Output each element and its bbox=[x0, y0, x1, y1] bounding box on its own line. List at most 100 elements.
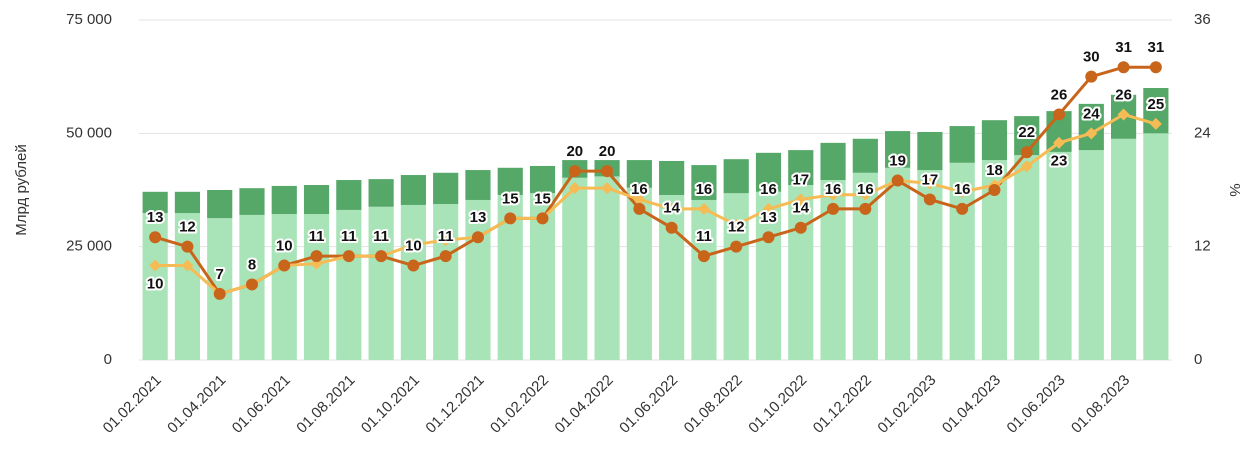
x-tick-label: 01.04.2023 bbox=[939, 372, 1004, 437]
marker bbox=[407, 259, 420, 272]
marker bbox=[181, 259, 194, 272]
y-tick-label: 0 bbox=[104, 351, 112, 368]
marker bbox=[633, 202, 646, 215]
bar-segment bbox=[885, 131, 911, 168]
bar-segment bbox=[659, 194, 685, 360]
marker bbox=[859, 202, 872, 215]
data-label: 15 bbox=[534, 190, 551, 207]
marker bbox=[536, 212, 549, 225]
x-tick-label: 01.06.2022 bbox=[616, 372, 681, 437]
bar-segment bbox=[174, 191, 201, 214]
data-label: 26 bbox=[1051, 86, 1068, 103]
bar-segment bbox=[1046, 151, 1072, 360]
marker bbox=[891, 174, 904, 187]
marker bbox=[794, 221, 807, 234]
data-label: 17 bbox=[792, 171, 809, 188]
marker bbox=[1117, 61, 1130, 74]
data-label: 19 bbox=[889, 153, 906, 170]
x-tick-label: 01.02.2022 bbox=[487, 372, 552, 437]
bar-segment bbox=[659, 160, 685, 195]
bar-segment bbox=[691, 165, 717, 200]
marker bbox=[1085, 127, 1098, 140]
bar-segment bbox=[626, 160, 652, 188]
marker bbox=[310, 250, 323, 263]
marker bbox=[827, 202, 840, 215]
data-label: 23 bbox=[1051, 153, 1068, 170]
data-label: 18 bbox=[986, 162, 1003, 179]
marker bbox=[439, 234, 452, 247]
marker bbox=[956, 202, 969, 215]
marker bbox=[245, 278, 258, 291]
bar-segment bbox=[949, 126, 975, 163]
data-label: 24 bbox=[1083, 105, 1100, 122]
marker bbox=[956, 185, 969, 198]
marker bbox=[794, 193, 807, 206]
bar-segment bbox=[594, 176, 620, 360]
bar-segment bbox=[562, 177, 588, 360]
data-label: 7 bbox=[216, 266, 224, 283]
bar-segment bbox=[142, 191, 168, 214]
data-label: 16 bbox=[857, 181, 874, 198]
data-label: 30 bbox=[1083, 49, 1100, 66]
bar-segment bbox=[755, 152, 782, 192]
bar-segment bbox=[400, 175, 426, 205]
marker bbox=[1085, 70, 1098, 83]
marker bbox=[149, 259, 162, 272]
marker bbox=[762, 231, 775, 244]
data-label: 20 bbox=[599, 143, 616, 160]
marker bbox=[1149, 117, 1162, 130]
x-tick-label: 01.10.2022 bbox=[745, 372, 810, 437]
x-tick-label: 01.06.2023 bbox=[1004, 372, 1069, 437]
bar-segment bbox=[1143, 133, 1169, 360]
data-label: 11 bbox=[373, 228, 389, 245]
marker bbox=[181, 240, 194, 253]
data-label: 13 bbox=[147, 209, 164, 226]
marker bbox=[633, 193, 646, 206]
y-tick-label: 75 000 bbox=[66, 11, 112, 28]
x-tick-label: 01.08.2022 bbox=[681, 372, 746, 437]
data-label: 16 bbox=[954, 181, 971, 198]
bar-segment bbox=[1078, 150, 1104, 360]
bar-segment bbox=[626, 187, 652, 360]
bar-segment bbox=[336, 180, 362, 210]
y-tick-label: 50 000 bbox=[66, 124, 112, 141]
data-label: 11 bbox=[341, 228, 357, 245]
data-label: 13 bbox=[470, 209, 487, 226]
data-label: 31 bbox=[1148, 39, 1165, 56]
bar-segment bbox=[465, 170, 491, 200]
bar-segment bbox=[852, 138, 878, 173]
marker bbox=[504, 212, 517, 225]
marker bbox=[1020, 160, 1033, 173]
bar-segment bbox=[691, 199, 717, 360]
data-label: 20 bbox=[566, 143, 583, 160]
bar-segment bbox=[271, 185, 297, 215]
bar-segment bbox=[788, 185, 814, 360]
marker bbox=[988, 184, 1001, 196]
marker bbox=[859, 188, 872, 201]
data-label: 14 bbox=[792, 200, 809, 217]
bar-segment bbox=[981, 120, 1008, 161]
data-label: 16 bbox=[696, 181, 713, 198]
marker bbox=[149, 231, 162, 244]
data-label: 12 bbox=[179, 219, 196, 236]
marker bbox=[923, 193, 936, 206]
bar-segment bbox=[271, 214, 297, 360]
x-tick-label: 01.12.2022 bbox=[810, 372, 875, 437]
marker bbox=[1149, 61, 1162, 74]
data-label: 26 bbox=[1115, 86, 1132, 103]
bar-segment bbox=[400, 204, 426, 360]
marker bbox=[213, 287, 226, 300]
marker bbox=[827, 188, 840, 201]
y-tick-label: 25 000 bbox=[66, 238, 112, 255]
bar-segment bbox=[433, 172, 459, 205]
x-tick-label: 01.12.2021 bbox=[422, 372, 487, 437]
marker bbox=[730, 240, 743, 253]
bar-segment bbox=[174, 213, 201, 360]
data-label: 11 bbox=[438, 228, 454, 245]
x-tick-label: 01.08.2023 bbox=[1068, 372, 1133, 437]
data-label: 10 bbox=[276, 238, 293, 255]
marker bbox=[568, 165, 581, 178]
bar-segment bbox=[788, 150, 814, 186]
bar-segment bbox=[465, 199, 491, 360]
x-tick-label: 01.06.2021 bbox=[229, 372, 294, 437]
